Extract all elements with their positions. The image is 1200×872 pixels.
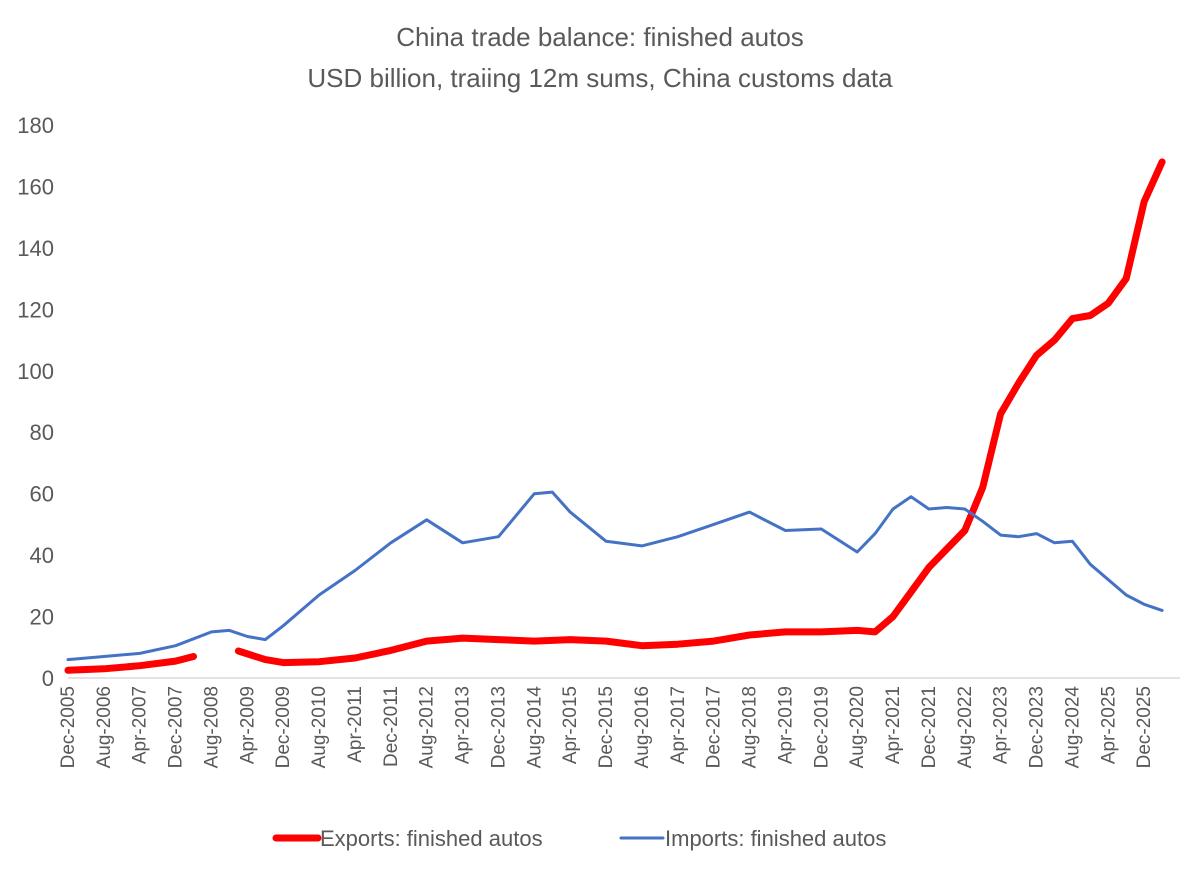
y-tick-labels: 0 20 40 60 80 100 120 140 160 180 (17, 113, 54, 691)
x-tick-label: Aug-2010 (309, 686, 330, 768)
legend: Exports: finished autos Imports: finished… (272, 826, 886, 851)
x-tick-label: Dec-2011 (381, 686, 402, 767)
x-tick-label: Dec-2023 (1027, 686, 1048, 768)
series-line-imports (66, 490, 1164, 662)
y-tick-label: 40 (30, 543, 54, 568)
x-tick-label: Apr-2013 (453, 686, 474, 764)
y-tick-label: 140 (17, 236, 54, 261)
x-tick-label: Dec-2009 (273, 686, 294, 768)
x-tick-label: Apr-2023 (991, 686, 1012, 764)
y-tick-label: 180 (17, 113, 54, 138)
x-tick-label: Dec-2021 (919, 686, 940, 768)
x-tick-label: Aug-2020 (847, 686, 868, 768)
series-line-exports (234, 158, 1166, 667)
x-tick-label: Dec-2007 (166, 686, 187, 768)
x-tick-label: Dec-2015 (596, 686, 617, 768)
x-tick-label: Apr-2009 (237, 686, 258, 764)
x-tick-label: Aug-2016 (632, 686, 653, 768)
x-tick-label: Aug-2008 (201, 686, 222, 768)
x-tick-label: Dec-2013 (488, 686, 509, 768)
legend-label: Imports: finished autos (665, 826, 886, 851)
x-tick-label: Apr-2017 (668, 686, 689, 764)
x-tick-label: Dec-2019 (811, 686, 832, 768)
x-tick-label: Aug-2024 (1062, 686, 1083, 769)
x-tick-label: Apr-2007 (130, 686, 151, 764)
x-tick-label: Apr-2021 (883, 686, 904, 764)
series-line-exports (64, 653, 197, 674)
x-tick-label: Dec-2025 (1134, 686, 1155, 768)
chart-title: China trade balance: finished autos (396, 22, 804, 52)
y-tick-label: 80 (30, 420, 54, 445)
x-tick-label: Dec-2017 (704, 686, 725, 768)
series-lines (64, 158, 1166, 674)
x-tick-label: Aug-2012 (417, 686, 438, 768)
x-tick-label: Aug-2014 (524, 686, 545, 769)
y-tick-label: 120 (17, 297, 54, 322)
x-tick-label: Apr-2015 (560, 686, 581, 764)
legend-label: Exports: finished autos (320, 826, 543, 851)
x-tick-label: Dec-2005 (58, 686, 79, 768)
y-tick-label: 160 (17, 174, 54, 199)
y-tick-label: 20 (30, 605, 54, 630)
y-tick-label: 100 (17, 359, 54, 384)
y-tick-label: 60 (30, 482, 54, 507)
x-tick-label: Aug-2006 (94, 686, 115, 768)
x-tick-label: Apr-2025 (1098, 686, 1119, 764)
x-tick-label: Aug-2022 (955, 686, 976, 768)
x-tick-label: Apr-2011 (345, 686, 366, 763)
chart-subtitle: USD billion, traiing 12m sums, China cus… (307, 63, 893, 93)
x-tick-label: Apr-2019 (775, 686, 796, 764)
x-tick-label: Aug-2018 (740, 686, 761, 768)
y-tick-label: 0 (42, 666, 54, 691)
x-tick-labels: Dec-2005 Aug-2006 Apr-2007 Dec-2007 Aug-2008… (58, 686, 1155, 769)
